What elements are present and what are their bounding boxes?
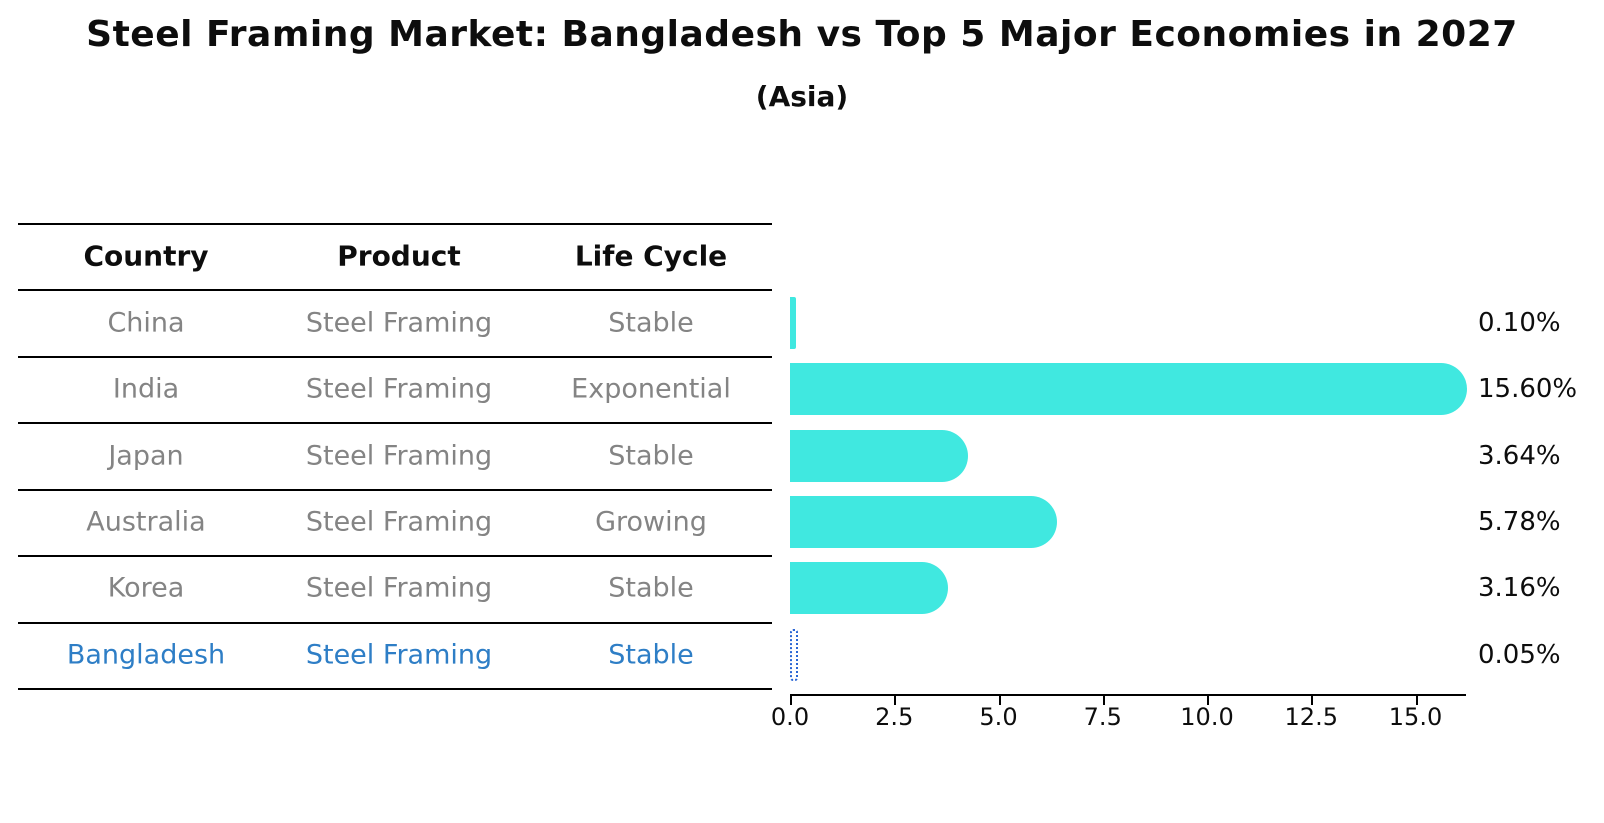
bar-australia (790, 495, 1058, 548)
table-cell-india-life-cycle: Exponential (571, 373, 731, 405)
table-cell-japan-life-cycle: Stable (608, 440, 694, 471)
table-header-product: Product (337, 239, 461, 273)
table-cell-korea-life-cycle: Stable (608, 572, 694, 604)
bar-india (790, 363, 1467, 416)
table-row-divider (18, 289, 772, 292)
value-label-china: 0.10% (1478, 307, 1561, 338)
value-label-japan: 3.64% (1478, 440, 1561, 471)
table-row-divider (18, 488, 772, 491)
table-row-divider (18, 223, 772, 225)
value-label-australia: 5.78% (1478, 506, 1561, 537)
table-cell-china-life-cycle: Stable (608, 307, 694, 339)
value-label-korea: 3.16% (1478, 573, 1561, 604)
page-title: Steel Framing Market: Bangladesh vs Top … (86, 14, 1518, 55)
table-cell-bangladesh-product: Steel Framing (305, 639, 493, 671)
bar-japan (790, 429, 968, 482)
table-cell-japan-country: Japan (108, 440, 184, 471)
bar-china (790, 296, 797, 349)
table-cell-bangladesh-country: Bangladesh (66, 639, 226, 671)
table-row-divider (18, 688, 772, 690)
bar-bangladesh (790, 628, 798, 681)
bar-korea (790, 562, 948, 615)
x-axis-tick-label: 12.5 (1284, 703, 1338, 731)
table-cell-australia-country: Australia (86, 506, 206, 538)
table-row-divider (18, 355, 772, 358)
x-axis-tick (998, 696, 1001, 705)
table-row-divider (18, 621, 772, 624)
x-axis-tick (1311, 696, 1314, 705)
table-cell-japan-product: Steel Framing (305, 440, 493, 471)
x-axis-tick-label: 2.5 (875, 703, 914, 731)
x-axis-tick-label: 7.5 (1083, 703, 1122, 731)
table-cell-china-country: China (107, 307, 185, 339)
x-axis-tick (1415, 696, 1418, 705)
table-cell-australia-product: Steel Framing (305, 506, 493, 538)
x-axis-tick-label: 5.0 (979, 703, 1018, 731)
x-axis-line (790, 694, 1466, 696)
table-header-country: Country (83, 239, 209, 273)
value-label-bangladesh: 0.05% (1478, 639, 1561, 670)
table-cell-india-country: India (112, 373, 180, 405)
table-row-divider (18, 555, 772, 558)
table-cell-korea-product: Steel Framing (305, 572, 493, 604)
x-axis-tick-label: 15.0 (1388, 703, 1443, 731)
x-axis-tick (1207, 696, 1209, 705)
x-axis-tick (894, 696, 897, 705)
table-cell-australia-life-cycle: Growing (595, 506, 707, 538)
x-axis-tick-label: 0.0 (770, 703, 810, 731)
x-axis-tick-label: 10.0 (1180, 703, 1234, 731)
x-axis-tick (790, 696, 792, 705)
x-axis-tick (1102, 696, 1105, 705)
table-row-divider (18, 422, 772, 425)
value-label-india: 15.60% (1478, 374, 1578, 405)
table-cell-india-product: Steel Framing (305, 373, 493, 405)
table-header-life-cycle: Life Cycle (574, 239, 728, 273)
table-cell-china-product: Steel Framing (305, 307, 493, 339)
table-cell-bangladesh-life-cycle: Stable (608, 639, 694, 671)
table-cell-korea-country: Korea (107, 572, 185, 604)
page-subtitle: (Asia) (755, 80, 849, 113)
